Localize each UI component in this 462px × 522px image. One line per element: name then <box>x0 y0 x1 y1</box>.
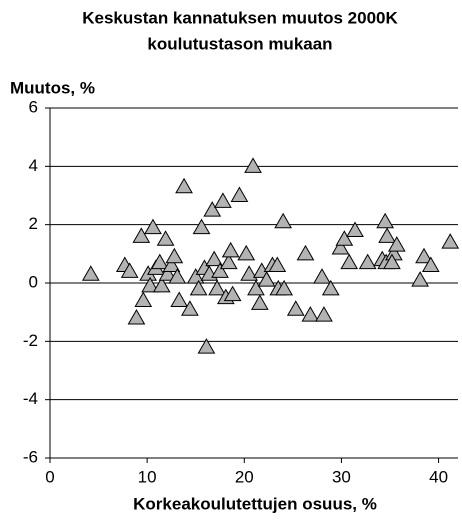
point <box>81 265 100 281</box>
point <box>244 157 262 173</box>
point <box>175 177 193 194</box>
point <box>186 268 205 284</box>
y-tick-label: -6 <box>23 447 38 466</box>
point <box>313 268 331 284</box>
point <box>387 236 406 252</box>
point <box>134 291 153 307</box>
point <box>237 244 256 261</box>
x-axis-label: Korkeakoulutettujen osuus, % <box>133 494 377 513</box>
x-tick-label: 0 <box>45 467 54 486</box>
point <box>181 300 199 316</box>
point <box>301 306 320 322</box>
point <box>257 271 276 287</box>
point <box>378 227 396 243</box>
point <box>165 247 184 264</box>
y-tick-label: 0 <box>29 272 38 291</box>
point <box>132 227 151 243</box>
point <box>120 262 139 278</box>
x-tick-label: 10 <box>138 467 157 486</box>
point <box>219 253 238 270</box>
x-tick-label: 30 <box>332 467 351 486</box>
point <box>315 306 333 322</box>
point <box>223 285 242 302</box>
point <box>158 265 177 281</box>
point <box>230 186 249 202</box>
point <box>221 241 240 258</box>
point <box>383 253 401 270</box>
point <box>358 253 377 270</box>
point <box>211 262 229 278</box>
x-tick-label: 40 <box>429 467 448 486</box>
point <box>340 253 359 270</box>
point <box>162 256 181 272</box>
y-tick-label: -4 <box>23 389 38 408</box>
point <box>205 250 224 267</box>
point <box>376 212 395 229</box>
y-axis-label: Muutos, % <box>10 78 95 97</box>
point <box>214 192 232 208</box>
point <box>331 238 350 255</box>
chart-title: koulutustason mukaan <box>147 34 332 53</box>
point <box>240 265 259 281</box>
point <box>415 247 433 264</box>
point <box>335 230 354 246</box>
point <box>346 221 364 237</box>
point <box>411 271 429 287</box>
y-tick-label: 2 <box>29 214 38 233</box>
point <box>268 256 287 272</box>
chart-title: Keskustan kannatuksen muutos 2000K <box>82 8 398 27</box>
point <box>152 276 171 293</box>
point <box>170 291 189 307</box>
point <box>321 279 340 296</box>
point <box>275 279 293 296</box>
x-tick-label: 20 <box>235 467 254 486</box>
point <box>441 233 460 249</box>
point <box>208 279 226 296</box>
point <box>247 279 265 296</box>
point <box>250 294 269 310</box>
point <box>203 201 222 217</box>
point <box>197 338 216 354</box>
point <box>274 212 293 229</box>
y-tick-label: -2 <box>23 331 38 350</box>
point <box>144 218 162 235</box>
point <box>156 230 175 246</box>
point <box>286 300 305 316</box>
point <box>189 279 208 296</box>
point <box>150 253 169 270</box>
point <box>296 244 315 261</box>
point <box>421 256 440 272</box>
y-tick-label: 6 <box>29 97 38 116</box>
point <box>141 276 159 293</box>
y-tick-label: 4 <box>29 156 38 175</box>
point <box>168 268 187 284</box>
point <box>192 218 211 235</box>
point <box>127 308 146 325</box>
